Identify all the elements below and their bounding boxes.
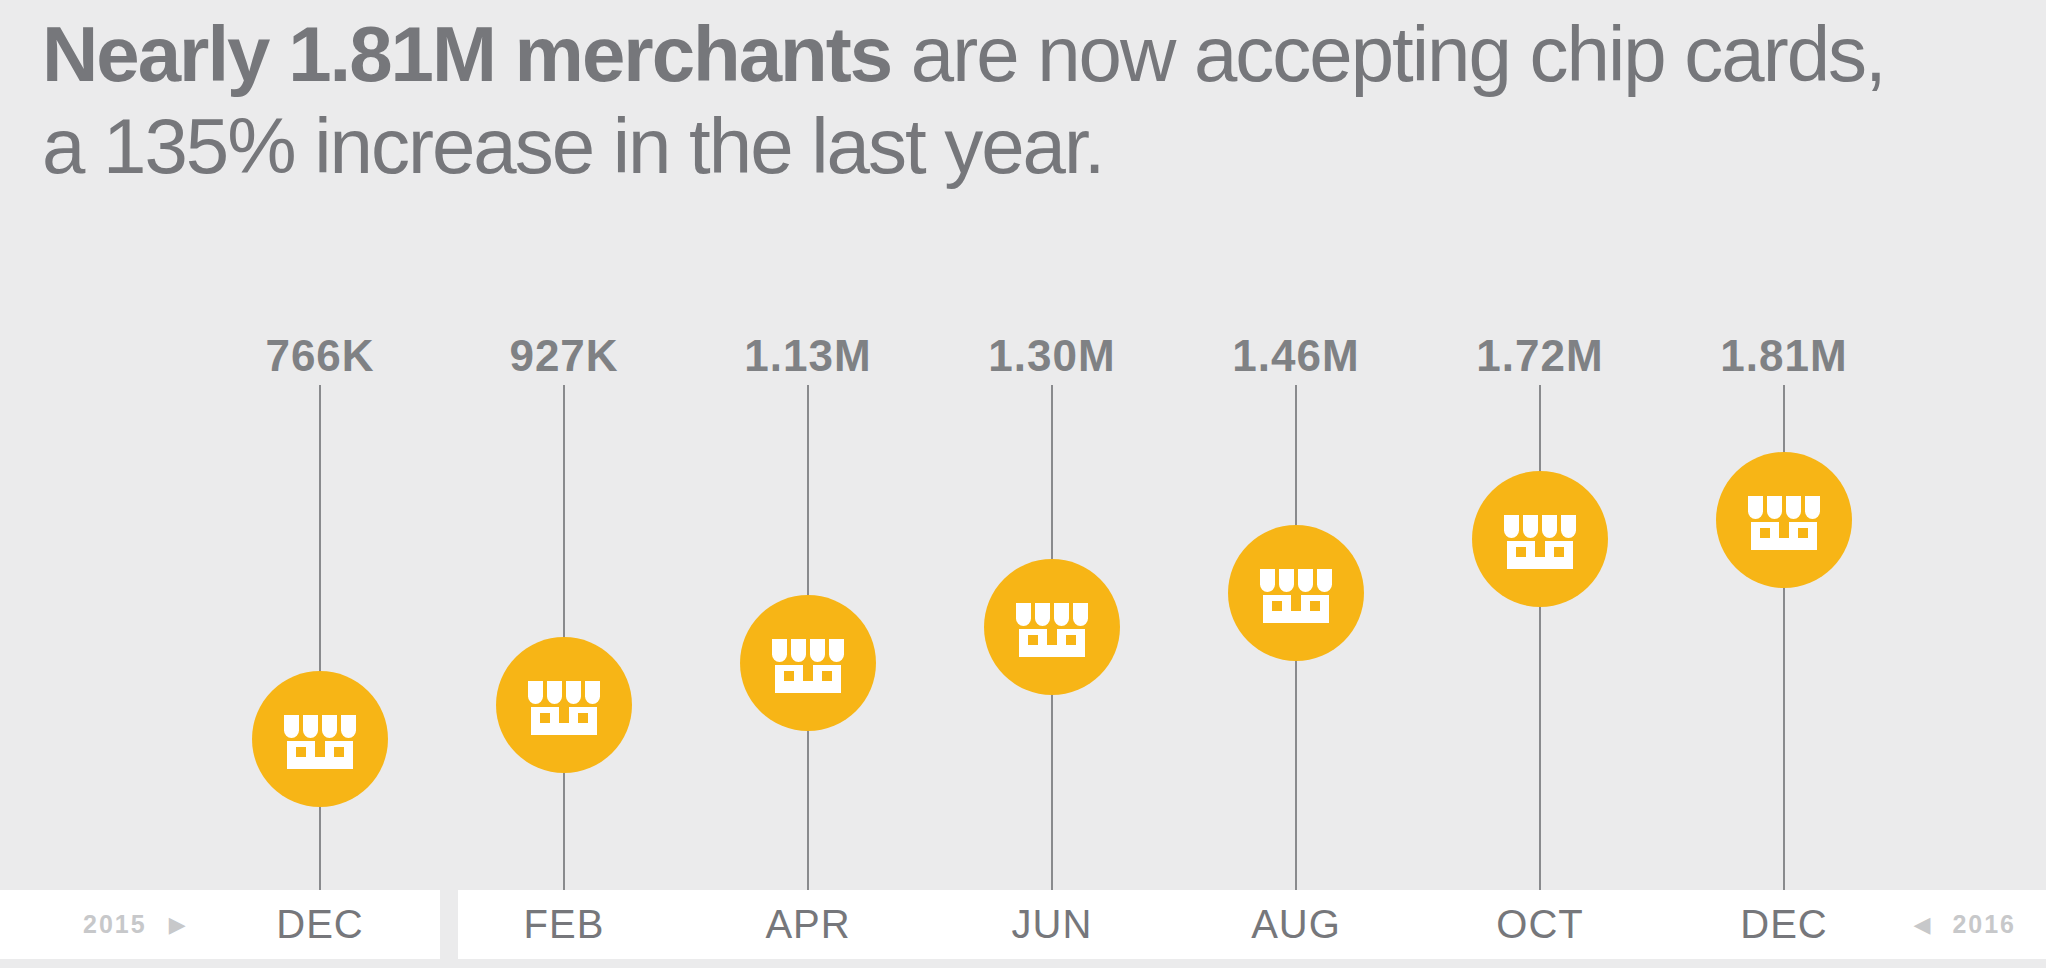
month-label: FEB bbox=[464, 890, 664, 959]
value-label: 1.13M bbox=[678, 331, 938, 381]
title-line-2: a 135% increase in the last year. bbox=[42, 100, 1885, 192]
merchant-circle bbox=[740, 595, 876, 731]
storefront-icon bbox=[1504, 515, 1576, 569]
timeline-tick-line bbox=[319, 385, 321, 890]
storefront-icon bbox=[1016, 603, 1088, 657]
merchant-circle bbox=[1716, 452, 1852, 588]
infographic-canvas: Nearly 1.81M merchants are now accepting… bbox=[0, 0, 2046, 968]
month-label: AUG bbox=[1196, 890, 1396, 959]
month-label: DEC bbox=[1684, 890, 1884, 959]
month-label: DEC bbox=[220, 890, 420, 959]
merchant-circle bbox=[1472, 471, 1608, 607]
value-label: 1.46M bbox=[1166, 331, 1426, 381]
month-label: OCT bbox=[1440, 890, 1640, 959]
title-line-1-bold: Nearly 1.81M merchants bbox=[42, 10, 891, 98]
infographic-title: Nearly 1.81M merchants are now accepting… bbox=[42, 8, 1885, 192]
value-label: 927K bbox=[434, 331, 694, 381]
storefront-icon bbox=[1748, 496, 1820, 550]
year-2015-text: 2015 bbox=[83, 910, 147, 939]
arrow-left-icon: ◀ bbox=[1913, 912, 1930, 938]
storefront-icon bbox=[1260, 569, 1332, 623]
timeline-tick-line bbox=[1539, 385, 1541, 890]
storefront-icon bbox=[772, 639, 844, 693]
year-2016-text: 2016 bbox=[1952, 910, 2016, 939]
month-label: APR bbox=[708, 890, 908, 959]
merchant-circle bbox=[984, 559, 1120, 695]
arrow-right-icon: ▶ bbox=[169, 912, 186, 938]
merchant-circle bbox=[1228, 525, 1364, 661]
storefront-icon bbox=[528, 681, 600, 735]
merchant-circle bbox=[496, 637, 632, 773]
storefront-icon bbox=[284, 715, 356, 769]
year-2015-label: 2015 ▶ bbox=[83, 890, 186, 959]
value-label: 1.30M bbox=[922, 331, 1182, 381]
merchant-circle bbox=[252, 671, 388, 807]
title-line-1: Nearly 1.81M merchants are now accepting… bbox=[42, 8, 1885, 100]
value-label: 766K bbox=[190, 331, 450, 381]
value-label: 1.72M bbox=[1410, 331, 1670, 381]
title-line-1-regular: are now accepting chip cards, bbox=[891, 10, 1885, 98]
value-label: 1.81M bbox=[1654, 331, 1914, 381]
month-label: JUN bbox=[952, 890, 1152, 959]
year-2016-label: ◀ 2016 bbox=[1913, 890, 2016, 959]
